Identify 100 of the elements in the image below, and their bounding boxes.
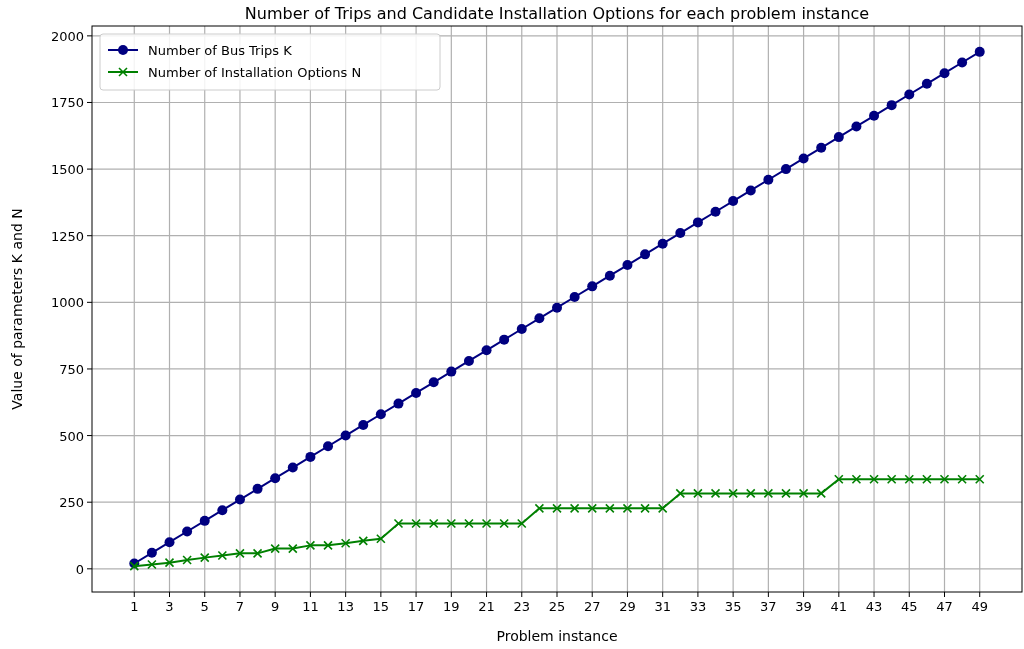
point <box>199 552 210 563</box>
y-tick-label: 1250 <box>50 228 84 244</box>
point <box>939 68 950 79</box>
x-tick-label: 33 <box>689 599 707 614</box>
point <box>411 387 422 398</box>
point <box>622 260 633 271</box>
x-tick-label: 21 <box>478 599 495 614</box>
x-tick-label: 37 <box>760 599 777 614</box>
point <box>780 164 791 175</box>
point <box>446 366 457 377</box>
point <box>340 538 351 549</box>
point <box>428 518 439 529</box>
point <box>393 518 404 529</box>
point <box>851 474 862 485</box>
point <box>851 121 862 132</box>
point <box>798 488 809 499</box>
legend-label: Number of Installation Options N <box>148 65 362 80</box>
point <box>235 548 245 559</box>
x-tick-label: 43 <box>865 599 883 614</box>
point <box>199 515 210 526</box>
point <box>552 302 562 313</box>
point <box>640 503 650 514</box>
point <box>745 185 756 196</box>
point <box>974 474 985 485</box>
point <box>499 334 510 345</box>
y-tick-label: 500 <box>59 428 84 444</box>
point <box>446 518 457 529</box>
point <box>287 462 298 473</box>
point <box>182 526 193 537</box>
point <box>745 488 756 499</box>
x-tick-label: 11 <box>302 599 319 614</box>
point <box>464 518 474 529</box>
point <box>481 518 492 529</box>
point <box>763 488 774 499</box>
point <box>834 474 844 485</box>
point <box>270 543 280 554</box>
point <box>252 483 263 494</box>
point <box>182 555 192 565</box>
point <box>886 474 897 485</box>
point <box>781 488 791 499</box>
point <box>305 540 316 551</box>
point <box>921 78 932 89</box>
x-tick-label: 1 <box>130 599 139 614</box>
point <box>710 206 721 217</box>
x-tick-label: 15 <box>372 599 390 614</box>
x-tick-label: 17 <box>407 599 425 614</box>
x-tick-label: 3 <box>165 599 174 614</box>
point <box>922 474 932 485</box>
point <box>270 473 281 484</box>
point <box>939 474 950 485</box>
legend-label: Number of Bus Trips K <box>148 43 293 58</box>
point <box>886 100 897 111</box>
point <box>340 430 351 441</box>
point <box>763 174 774 185</box>
point <box>217 505 228 516</box>
point <box>798 153 809 164</box>
point <box>428 377 439 388</box>
point <box>904 89 915 100</box>
point <box>816 488 826 499</box>
x-tick-label: 7 <box>235 599 245 614</box>
point <box>833 132 844 143</box>
point <box>587 281 598 292</box>
point <box>710 488 721 499</box>
point <box>411 518 421 529</box>
point <box>816 142 827 153</box>
y-tick-label: 1500 <box>50 162 84 178</box>
point <box>252 548 263 559</box>
point <box>481 345 492 356</box>
point <box>675 228 686 239</box>
point <box>376 533 386 544</box>
point <box>323 441 334 452</box>
x-tick-label: 29 <box>619 599 636 614</box>
point <box>957 474 967 485</box>
point <box>869 110 880 121</box>
point <box>640 249 651 260</box>
point <box>463 355 474 366</box>
x-tick-label: 35 <box>724 599 742 614</box>
point <box>693 488 703 499</box>
x-tick-label: 39 <box>795 599 812 614</box>
point <box>904 474 915 485</box>
x-tick-label: 5 <box>200 599 209 614</box>
point <box>217 550 228 561</box>
x-tick-label: 25 <box>548 599 566 614</box>
point <box>147 559 157 570</box>
y-tick-label: 0 <box>75 561 84 577</box>
x-tick-label: 31 <box>654 599 671 614</box>
point <box>234 494 245 505</box>
y-tick-label: 1000 <box>50 295 84 311</box>
point <box>516 518 527 529</box>
point <box>146 547 157 558</box>
point <box>569 503 580 514</box>
point <box>604 270 615 281</box>
point <box>657 503 668 514</box>
point <box>393 398 404 409</box>
y-tick-label: 750 <box>59 361 84 377</box>
point <box>164 537 175 548</box>
x-tick-label: 27 <box>583 599 601 614</box>
x-tick-label: 45 <box>901 599 918 614</box>
point <box>288 543 298 554</box>
point <box>587 503 598 514</box>
